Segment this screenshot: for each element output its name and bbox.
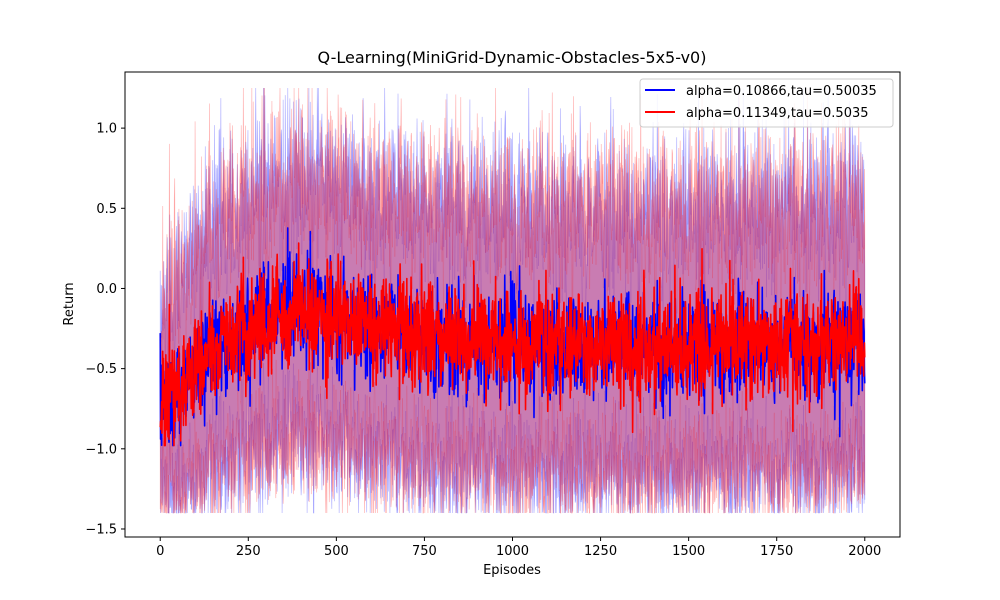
x-tick-label: 500: [324, 544, 349, 559]
y-axis: −1.5 −1.0 −0.5 0.0 0.5 1.0: [85, 122, 125, 537]
legend-label-series-2: alpha=0.11349,tau=0.5035: [686, 106, 869, 121]
y-axis-label: Return: [62, 282, 77, 325]
x-tick-label: 2000: [848, 544, 881, 559]
x-axis-label: Episodes: [483, 563, 541, 578]
x-axis: 0 250 500 750 1000 1250 1500 1750 2000: [156, 537, 881, 559]
y-tick-label: 1.0: [96, 122, 117, 137]
x-tick-label: 0: [156, 544, 164, 559]
y-tick-label: 0.0: [96, 282, 117, 297]
y-tick-label: −0.5: [85, 362, 117, 377]
plot-area: [159, 88, 866, 515]
chart-title: Q-Learning(MiniGrid-Dynamic-Obstacles-5x…: [318, 48, 707, 67]
x-tick-label: 1500: [672, 544, 705, 559]
legend-label-series-1: alpha=0.10866,tau=0.50035: [686, 84, 877, 99]
legend: alpha=0.10866,tau=0.50035 alpha=0.11349,…: [639, 78, 894, 128]
x-tick-label: 1750: [760, 544, 793, 559]
x-tick-label: 250: [236, 544, 261, 559]
y-tick-label: 0.5: [96, 202, 117, 217]
x-tick-label: 750: [412, 544, 437, 559]
y-tick-label: −1.0: [85, 442, 117, 457]
legend-box: [639, 78, 894, 128]
x-tick-label: 1250: [584, 544, 617, 559]
x-tick-label: 1000: [496, 544, 529, 559]
y-tick-label: −1.5: [85, 522, 117, 537]
series-layer: [159, 88, 866, 515]
line-series-2: [159, 242, 866, 447]
